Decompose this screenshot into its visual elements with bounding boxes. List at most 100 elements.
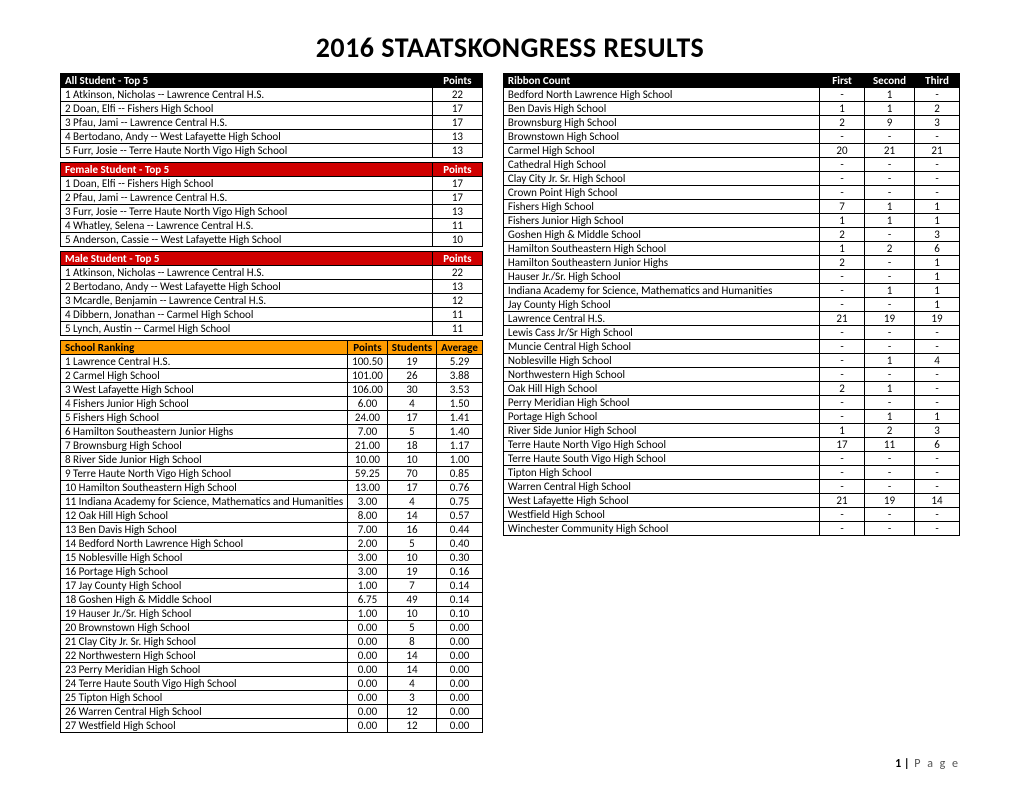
table-cell: 19 xyxy=(387,565,436,579)
table-cell: Lawrence Central H.S. xyxy=(503,312,819,326)
table-cell: 0.14 xyxy=(437,579,483,593)
table-cell: 0.00 xyxy=(348,649,388,663)
table-cell: 21 xyxy=(820,494,865,508)
table-cell: Goshen High & Middle School xyxy=(503,228,819,242)
table-row: Tipton High School--- xyxy=(503,466,959,480)
table-cell: 19 xyxy=(865,312,915,326)
table-cell: 6.00 xyxy=(348,397,388,411)
table-cell: 1.00 xyxy=(348,579,388,593)
table-cell: 1 xyxy=(865,88,915,102)
table-cell: 1 Lawrence Central H.S. xyxy=(61,355,348,369)
table-row: Clay City Jr. Sr. High School--- xyxy=(503,172,959,186)
table-cell: 1 xyxy=(865,410,915,424)
table-cell: 3 xyxy=(387,691,436,705)
table-cell: 2 Doan, Elfi -- Fishers High School xyxy=(61,102,433,116)
table-cell: 1 xyxy=(820,102,865,116)
table-cell: 1 xyxy=(865,214,915,228)
table-cell: 2 xyxy=(865,242,915,256)
left-table-0-header-cell: All Student - Top 5 xyxy=(61,74,433,88)
table-cell: 16 Portage High School xyxy=(61,565,348,579)
table-row: Terre Haute North Vigo High School17116 xyxy=(503,438,959,452)
table-cell: 0.75 xyxy=(437,495,483,509)
table-row: Brownstown High School--- xyxy=(503,130,959,144)
table-cell: 106.00 xyxy=(348,383,388,397)
table-cell: 1 Atkinson, Nicholas -- Lawrence Central… xyxy=(61,88,433,102)
table-cell: - xyxy=(915,172,960,186)
table-cell: - xyxy=(820,368,865,382)
table-cell: 4 Fishers Junior High School xyxy=(61,397,348,411)
table-cell: 1 xyxy=(865,284,915,298)
table-cell: 3.00 xyxy=(348,551,388,565)
table-row: 10 Hamilton Southeastern High School13.0… xyxy=(61,481,483,495)
table-cell: - xyxy=(865,466,915,480)
table-cell: - xyxy=(865,186,915,200)
table-cell: - xyxy=(915,466,960,480)
table-cell: Crown Point High School xyxy=(503,186,819,200)
table-cell: 100.50 xyxy=(348,355,388,369)
table-cell: 17 xyxy=(387,411,436,425)
table-row: 26 Warren Central High School0.00120.00 xyxy=(61,705,483,719)
table-cell: 5 Fishers High School xyxy=(61,411,348,425)
table-cell: 12 xyxy=(432,294,482,308)
table-row: 14 Bedford North Lawrence High School2.0… xyxy=(61,537,483,551)
table-cell: 26 xyxy=(387,369,436,383)
table-cell: 3.53 xyxy=(437,383,483,397)
table-cell: 4 Dibbern, Jonathan -- Carmel High Schoo… xyxy=(61,308,433,322)
table-cell: 17 xyxy=(432,102,482,116)
table-cell: 21.00 xyxy=(348,439,388,453)
table-cell: 22 xyxy=(432,266,482,280)
table-cell: - xyxy=(915,382,960,396)
table-cell: 10 xyxy=(387,607,436,621)
table-cell: 0.00 xyxy=(437,677,483,691)
table-row: 7 Brownsburg High School21.00181.17 xyxy=(61,439,483,453)
table-cell: 8.00 xyxy=(348,509,388,523)
ribbon-count-table: Ribbon CountFirstSecondThirdBedford Nort… xyxy=(503,73,960,536)
left-table-0-header: All Student - Top 5Points xyxy=(61,74,483,88)
table-cell: 1 xyxy=(820,424,865,438)
table-cell: 2 xyxy=(915,102,960,116)
table-cell: 5 xyxy=(387,621,436,635)
table-cell: 18 xyxy=(387,439,436,453)
table-cell: 5 Furr, Josie -- Terre Haute North Vigo … xyxy=(61,144,433,158)
table-cell: 1.00 xyxy=(348,607,388,621)
table-cell: 19 xyxy=(915,312,960,326)
left-table-3-header-cell: School Ranking xyxy=(61,341,348,355)
table-cell: - xyxy=(820,508,865,522)
table-cell: 3.00 xyxy=(348,565,388,579)
left-table-3-header-cell: Average xyxy=(437,341,483,355)
table-cell: Winchester Community High School xyxy=(503,522,819,536)
table-cell: 13 Ben Davis High School xyxy=(61,523,348,537)
table-cell: 1 xyxy=(915,270,960,284)
table-cell: Lewis Cass Jr/Sr High School xyxy=(503,326,819,340)
table-cell: - xyxy=(865,298,915,312)
table-cell: 2 xyxy=(820,382,865,396)
table-cell: - xyxy=(915,368,960,382)
table-cell: 2 Carmel High School xyxy=(61,369,348,383)
table-cell: 0.00 xyxy=(437,691,483,705)
table-cell: - xyxy=(820,396,865,410)
table-cell: 0.00 xyxy=(437,621,483,635)
table-cell: - xyxy=(820,186,865,200)
page-title: 2016 STAATSKONGRESS RESULTS xyxy=(60,30,960,65)
table-cell: 6 xyxy=(915,242,960,256)
table-cell: - xyxy=(915,522,960,536)
table-row: Noblesville High School-14 xyxy=(503,354,959,368)
table-cell: - xyxy=(915,158,960,172)
table-row: Muncie Central High School--- xyxy=(503,340,959,354)
table-cell: Terre Haute South Vigo High School xyxy=(503,452,819,466)
table-cell: - xyxy=(820,522,865,536)
table-cell: 14 xyxy=(387,663,436,677)
left-table-0: All Student - Top 5Points1 Atkinson, Nic… xyxy=(60,73,483,158)
table-row: Crown Point High School--- xyxy=(503,186,959,200)
table-row: 5 Anderson, Cassie -- West Lafayette Hig… xyxy=(61,233,483,247)
table-cell: 2 xyxy=(820,116,865,130)
table-cell: 20 xyxy=(820,144,865,158)
table-row: West Lafayette High School211914 xyxy=(503,494,959,508)
table-cell: 14 xyxy=(387,649,436,663)
table-cell: 22 xyxy=(432,88,482,102)
table-cell: 4 xyxy=(387,677,436,691)
table-row: 1 Atkinson, Nicholas -- Lawrence Central… xyxy=(61,266,483,280)
table-cell: 13 xyxy=(432,130,482,144)
table-row: 21 Clay City Jr. Sr. High School0.0080.0… xyxy=(61,635,483,649)
table-cell: 1.41 xyxy=(437,411,483,425)
